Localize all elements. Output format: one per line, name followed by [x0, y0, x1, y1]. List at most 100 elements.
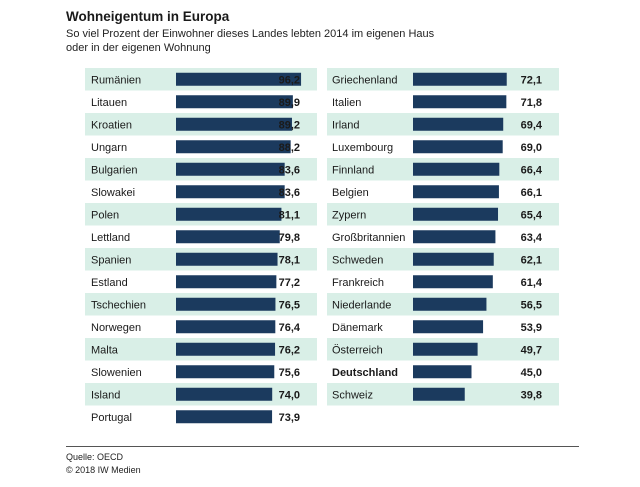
- bar: [176, 162, 285, 176]
- bar: [176, 185, 285, 199]
- bar: [413, 185, 499, 199]
- bar: [176, 230, 280, 244]
- category-label: Kroatien: [91, 119, 132, 131]
- bar: [176, 207, 282, 221]
- value-label: 89,2: [279, 119, 300, 131]
- value-label: 65,4: [521, 209, 543, 221]
- value-label: 69,4: [521, 119, 543, 131]
- bar: [176, 95, 293, 109]
- value-label: 73,9: [279, 412, 300, 424]
- value-label: 63,4: [521, 232, 543, 244]
- bar: [413, 95, 507, 109]
- value-label: 69,0: [521, 142, 542, 154]
- category-label: Niederlande: [332, 299, 391, 311]
- bar: [176, 342, 276, 356]
- value-label: 83,6: [279, 187, 300, 199]
- value-label: 79,8: [279, 232, 300, 244]
- bar: [176, 365, 275, 379]
- category-label: Bulgarien: [91, 164, 137, 176]
- bar: [413, 140, 503, 154]
- category-label: Italien: [332, 97, 361, 109]
- value-label: 39,8: [521, 389, 542, 401]
- category-label: Großbritannien: [332, 232, 405, 244]
- value-label: 76,2: [279, 344, 300, 356]
- value-label: 61,4: [521, 277, 543, 289]
- bar: [413, 342, 478, 356]
- category-label: Österreich: [332, 344, 383, 356]
- value-label: 88,2: [279, 142, 300, 154]
- bar: [413, 365, 472, 379]
- value-label: 72,1: [521, 74, 542, 86]
- value-label: 66,4: [521, 164, 543, 176]
- category-label: Norwegen: [91, 322, 141, 334]
- category-label: Griechenland: [332, 74, 397, 86]
- bar: [413, 207, 499, 221]
- category-label: Schweden: [332, 254, 383, 266]
- bar: [176, 387, 273, 401]
- value-label: 76,5: [279, 299, 300, 311]
- category-label: Tschechien: [91, 299, 146, 311]
- chart-subtitle-line-2: oder in der eigenen Wohnung: [66, 42, 211, 54]
- value-label: 96,2: [279, 74, 300, 86]
- category-label: Ungarn: [91, 142, 127, 154]
- category-label: Zypern: [332, 209, 366, 221]
- category-label: Deutschland: [332, 367, 398, 379]
- footer-divider: [66, 446, 579, 447]
- bar: [413, 162, 500, 176]
- category-label: Finnland: [332, 164, 374, 176]
- category-label: Spanien: [91, 254, 131, 266]
- category-label: Malta: [91, 344, 119, 356]
- bar: [176, 140, 291, 154]
- bar: [176, 117, 292, 131]
- value-label: 66,1: [521, 187, 542, 199]
- category-label: Island: [91, 389, 120, 401]
- bar: [176, 297, 276, 311]
- bar: [413, 252, 494, 266]
- chart-subtitle-line-1: So viel Prozent der Einwohner dieses Lan…: [66, 28, 435, 40]
- category-label: Polen: [91, 209, 119, 221]
- bar: [413, 387, 465, 401]
- source-note: Quelle: OECD: [66, 452, 124, 462]
- category-label: Lettland: [91, 232, 130, 244]
- value-label: 74,0: [279, 389, 300, 401]
- category-label: Belgien: [332, 187, 369, 199]
- bar: [413, 320, 484, 334]
- value-label: 78,1: [279, 254, 300, 266]
- value-label: 62,1: [521, 254, 542, 266]
- chart-title: Wohneigentum in Europa: [66, 9, 230, 24]
- bar: [176, 275, 277, 289]
- value-label: 75,6: [279, 367, 300, 379]
- value-label: 53,9: [521, 322, 542, 334]
- bar: [413, 230, 496, 244]
- category-label: Estland: [91, 277, 128, 289]
- category-label: Luxembourg: [332, 142, 393, 154]
- category-label: Portugal: [91, 412, 132, 424]
- bar: [176, 252, 278, 266]
- category-label: Frankreich: [332, 277, 384, 289]
- value-label: 83,6: [279, 164, 300, 176]
- bar: [413, 117, 504, 131]
- bar: [413, 275, 493, 289]
- value-label: 49,7: [521, 344, 542, 356]
- bar: [176, 320, 276, 334]
- copyright-note: © 2018 IW Medien: [66, 465, 141, 475]
- category-label: Litauen: [91, 97, 127, 109]
- category-label: Slowenien: [91, 367, 142, 379]
- value-label: 45,0: [521, 367, 542, 379]
- value-label: 76,4: [279, 322, 301, 334]
- category-label: Rumänien: [91, 74, 141, 86]
- value-label: 77,2: [279, 277, 300, 289]
- bar: [413, 72, 507, 86]
- category-label: Irland: [332, 119, 360, 131]
- value-label: 81,1: [279, 209, 300, 221]
- value-label: 89,9: [279, 97, 300, 109]
- category-label: Schweiz: [332, 389, 373, 401]
- value-label: 71,8: [521, 97, 542, 109]
- bar: [413, 297, 487, 311]
- category-label: Slowakei: [91, 187, 135, 199]
- value-label: 56,5: [521, 299, 542, 311]
- bar: [176, 72, 302, 86]
- category-label: Dänemark: [332, 322, 383, 334]
- bar: [176, 410, 273, 424]
